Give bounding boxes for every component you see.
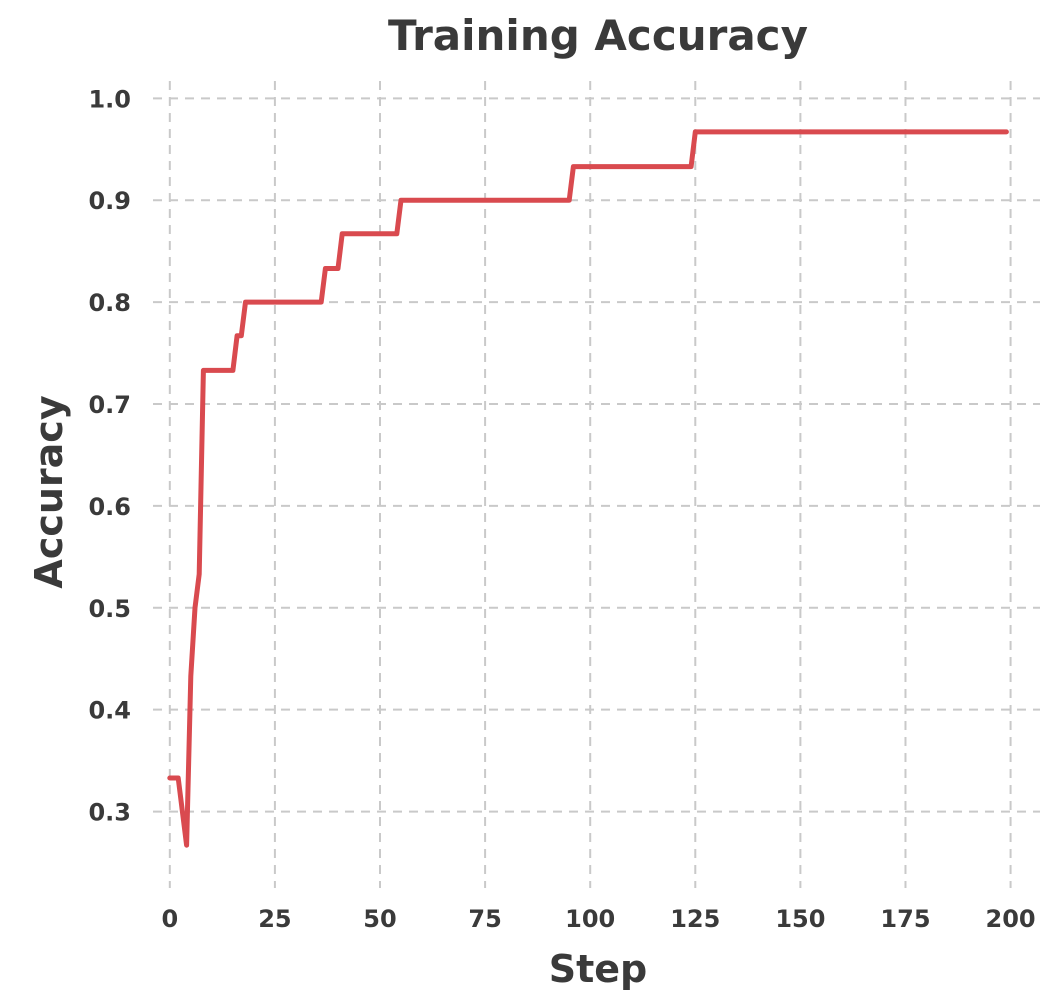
y-tick-label: 0.3 (88, 799, 131, 827)
x-axis-label: Step (549, 947, 648, 991)
y-tick-label: 1.0 (88, 85, 131, 113)
y-tick-label: 0.7 (88, 391, 131, 419)
x-tick-label: 100 (565, 905, 615, 933)
y-tick-label: 0.9 (88, 187, 131, 215)
x-axis-ticks: 0 25 50 75 100 125 150 175 200 (161, 905, 1035, 933)
y-axis-label: Accuracy (27, 395, 71, 588)
accuracy-series-line (167, 129, 1009, 848)
chart-title: Training Accuracy (388, 11, 808, 60)
x-tick-label: 0 (161, 905, 178, 933)
x-tick-label: 150 (775, 905, 825, 933)
x-tick-label: 125 (670, 905, 720, 933)
x-tick-label: 75 (468, 905, 501, 933)
y-tick-label: 0.8 (88, 289, 131, 317)
y-tick-label: 0.4 (88, 697, 131, 725)
series-layer (167, 129, 1009, 848)
grid (153, 81, 1040, 888)
x-tick-label: 175 (880, 905, 930, 933)
y-axis-ticks: 0.3 0.4 0.5 0.6 0.7 0.8 0.9 1.0 (88, 85, 131, 826)
x-tick-label: 50 (363, 905, 396, 933)
y-tick-label: 0.6 (88, 493, 131, 521)
x-tick-label: 25 (258, 905, 291, 933)
x-tick-label: 200 (986, 905, 1036, 933)
y-tick-label: 0.5 (88, 595, 131, 623)
